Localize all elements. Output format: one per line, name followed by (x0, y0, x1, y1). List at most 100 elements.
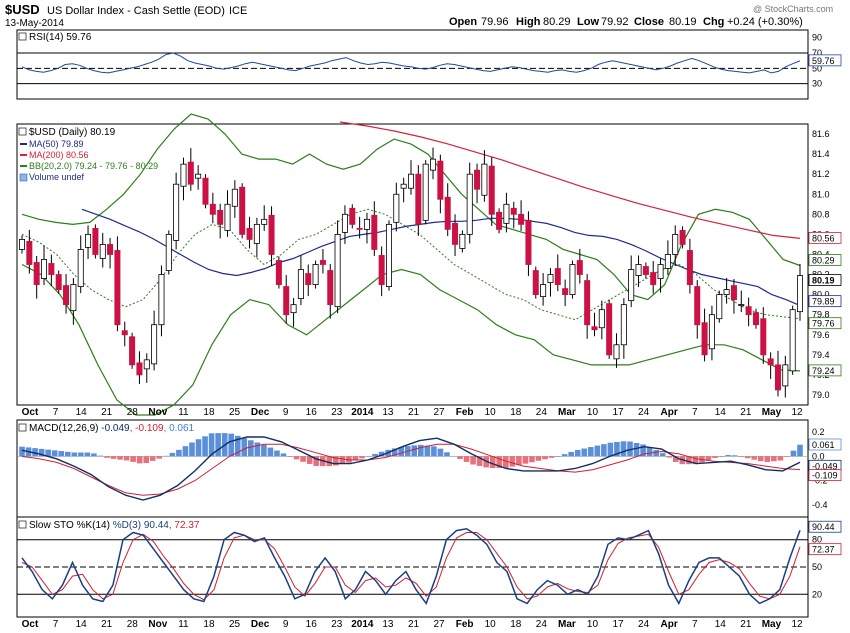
macd-value-box (808, 438, 842, 451)
close-label: Close (634, 16, 664, 28)
price-x-label: 2014 (351, 407, 374, 418)
candle-body (422, 163, 429, 221)
macd-histogram-bar (274, 450, 280, 457)
sto-x-label: 18 (203, 619, 215, 630)
candle-body (407, 173, 414, 189)
candle-body (107, 244, 114, 255)
sto-value-label: 90.44 (812, 522, 835, 532)
sto-x-label: 16 (306, 619, 318, 630)
candle-body (334, 233, 341, 308)
candle-body (246, 227, 253, 240)
macd-line (21, 436, 801, 501)
macd-histogram-bar (411, 445, 418, 457)
macd-histogram-bar (627, 441, 633, 457)
candle-body (18, 239, 25, 250)
candle-body (356, 227, 363, 230)
macd-histogram-bar (640, 444, 646, 457)
macd-histogram-bar (117, 456, 123, 460)
price-tick-label: 79.0 (812, 390, 830, 400)
sto-x-label: 21 (101, 619, 113, 630)
candle-body (430, 158, 437, 171)
price-value-label: 80.56 (812, 233, 835, 243)
macd-histogram-bar (444, 452, 450, 457)
macd-histogram-bar (522, 456, 529, 464)
macd-value-box (808, 469, 842, 481)
candle-body (466, 173, 473, 235)
macd-histogram-bar (306, 456, 313, 464)
macd-histogram-bar (757, 456, 764, 462)
macd-histogram-bar (248, 440, 254, 457)
macd-histogram-bar (143, 456, 150, 464)
price-tick-label: 81.2 (812, 169, 830, 179)
rsi-title: RSI(14) 59.76 (18, 32, 92, 43)
price-x-label: Feb (456, 407, 474, 418)
macd-histogram-bar (176, 449, 182, 457)
candle-body (657, 264, 664, 279)
rsi-panel (16, 29, 809, 100)
candle-body (202, 177, 209, 205)
candle-body (488, 165, 495, 215)
bb-upper-line (21, 113, 801, 301)
macd-histogram-bar (149, 456, 156, 461)
candle-body (151, 324, 158, 365)
candle-body (797, 275, 804, 313)
candle-body (92, 227, 99, 255)
macd-plot (19, 433, 803, 501)
price-tick-label: 81.4 (812, 149, 830, 159)
candle-body (760, 318, 767, 356)
macd-histogram-bar (561, 454, 568, 457)
price-tick-label: 79.4 (812, 350, 830, 360)
candle-body (481, 163, 488, 196)
price-x-label: May (762, 407, 782, 418)
candle-body (48, 263, 55, 275)
candle-body (532, 270, 539, 296)
price-label: $USD (Daily) 80.19 (29, 127, 116, 138)
sto-x-label: 17 (612, 619, 624, 630)
price-x-label: Nov (148, 407, 167, 418)
candle-body (620, 304, 627, 346)
macd-histogram-bar (300, 456, 306, 462)
candle-body (55, 274, 62, 290)
sto-title: Slow STO %K(14) %D(3) 90.44, 72.37 (18, 520, 200, 531)
macd-tick-label: 0.0 (812, 451, 825, 461)
macd-histogram-bar (431, 446, 437, 457)
price-value-label: 80.19 (812, 276, 835, 286)
candle-body (121, 330, 128, 336)
candle-body (752, 312, 759, 326)
candle-body (129, 336, 136, 366)
price-value-label: 79.76 (812, 319, 835, 329)
rsi-value-label: 59.76 (812, 56, 835, 66)
candle-body (239, 186, 246, 235)
macd-histogram-bar (123, 456, 130, 461)
macd-histogram-bar (293, 456, 300, 460)
bb-mid-line (21, 208, 801, 321)
price-x-label: Mar (558, 407, 576, 418)
sto-value-box (808, 520, 842, 533)
macd-histogram-bar (91, 453, 97, 457)
macd-histogram-bar (110, 456, 117, 459)
macd-histogram-bar (633, 442, 640, 457)
high-value: 80.29 (543, 16, 571, 28)
chart-date: 13-May-2014 (5, 18, 64, 29)
macd-histogram-bar (280, 453, 287, 457)
candle-body (297, 269, 304, 300)
ohlc-readout: Open 79.96 High 80.29 Low 79.92 Close 80… (449, 16, 803, 28)
chg-label: Chg (703, 16, 724, 28)
macd-histogram-bar (731, 455, 738, 457)
price-value-box (808, 317, 842, 330)
macd-histogram-bar (241, 438, 248, 457)
macd-histogram-bar (64, 451, 71, 457)
symbol: $USD (5, 2, 40, 17)
candle-body (371, 214, 378, 250)
macd-histogram-bar (450, 455, 457, 457)
macd-histogram-bar (234, 435, 241, 457)
price-x-label: Oct (22, 407, 39, 418)
candle-body (195, 173, 202, 179)
price-x-label: 11 (178, 407, 189, 418)
macd-histogram-bar (437, 448, 444, 457)
price-x-label: 18 (510, 407, 522, 418)
macd-histogram-bar (359, 456, 365, 459)
low-label: Low (577, 16, 599, 28)
macd-histogram-bar (535, 456, 542, 461)
sto-x-label: 27 (434, 619, 446, 630)
